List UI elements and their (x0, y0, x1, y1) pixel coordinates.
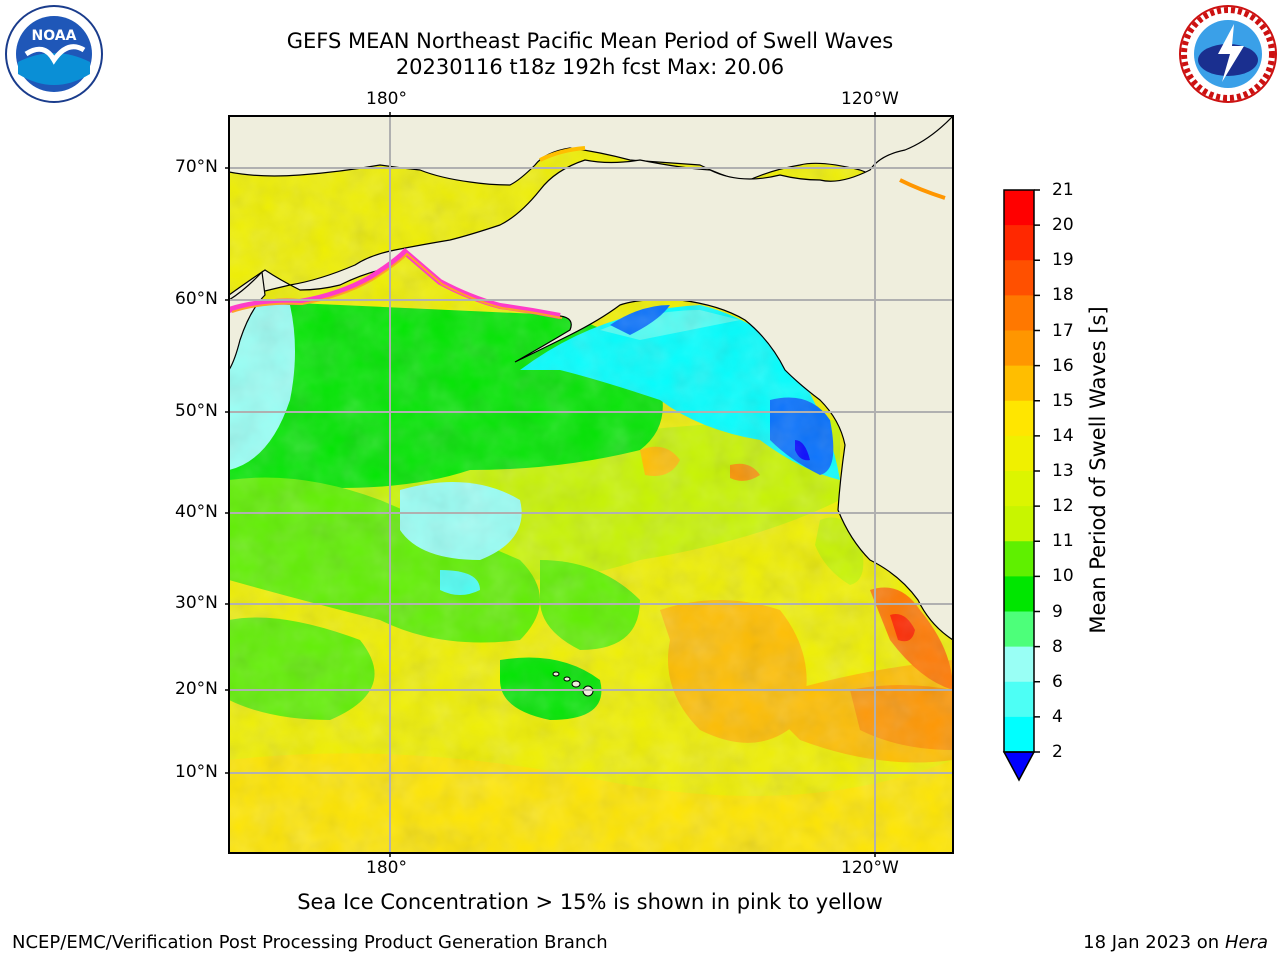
colorbar-tick-label: 10 (1052, 566, 1074, 587)
lat-label-30n: 30°N (175, 593, 218, 613)
colorbar-tick-label: 21 (1052, 180, 1074, 200)
colorbar-tick-label: 12 (1052, 496, 1074, 517)
colorbar-tick-label: 13 (1052, 461, 1074, 481)
lat-label-40n: 40°N (175, 502, 218, 522)
colorbar-segment (1004, 541, 1034, 577)
colorbar-label: Mean Period of Swell Waves [s] (1086, 306, 1110, 634)
colorbar-segment (1004, 576, 1034, 612)
footer-producer: NCEP/EMC/Verification Post Processing Pr… (12, 932, 608, 953)
colorbar-segment (1004, 365, 1034, 402)
colorbar-tick-label: 11 (1052, 531, 1074, 552)
colorbar-segment (1004, 506, 1034, 542)
colorbar-extend-triangle (1002, 751, 1036, 782)
lon-label-bottom-120w: 120°W (841, 858, 899, 878)
colorbar-tick-label: 14 (1052, 425, 1074, 446)
colorbar-segment (1004, 260, 1034, 296)
colorbar-tick-label: 16 (1052, 355, 1074, 376)
colorbar-tick-label: 6 (1052, 671, 1063, 692)
colorbar-tick-label: 17 (1052, 320, 1074, 341)
lat-label-70n: 70°N (175, 157, 218, 177)
footer-date-text: 18 Jan 2023 on (1083, 932, 1225, 953)
lon-label-bottom-180: 180° (366, 858, 407, 878)
lat-label-50n: 50°N (175, 401, 218, 421)
colorbar-segment (1004, 400, 1034, 437)
colorbar-segment (1004, 471, 1034, 507)
colorbar-segment (1004, 646, 1034, 683)
colorbar-tick-label: 4 (1052, 706, 1063, 727)
colorbar-tick-label: 20 (1052, 215, 1074, 236)
lat-label-60n: 60°N (175, 289, 218, 309)
lat-label-20n: 20°N (175, 679, 218, 699)
chart-title: GEFS MEAN Northeast Pacific Mean Period … (286, 29, 894, 53)
colorbar-segment (1004, 716, 1034, 753)
national-weather-service-logo-icon (1179, 5, 1277, 103)
colorbar-segment (1004, 611, 1034, 648)
lon-label-top-120w: 120°W (841, 89, 899, 109)
lat-label-10n: 10°N (175, 762, 218, 782)
colorbar-tick-label: 19 (1052, 250, 1074, 271)
footer-host: Hera (1224, 932, 1268, 953)
colorbar-tick-label: 9 (1052, 601, 1063, 622)
colorbar-segment (1004, 681, 1034, 718)
map-gridlines (229, 116, 953, 853)
colorbar (1002, 189, 1040, 782)
colorbar-segment (1004, 295, 1034, 331)
colorbar-segment (1004, 435, 1034, 472)
kamchatka-land (229, 270, 266, 372)
colorbar-segment (1004, 190, 1034, 226)
footer-date: 18 Jan 2023 on Hera (1083, 932, 1268, 953)
colorbar-tick-label: 18 (1052, 285, 1074, 306)
colorbar-segment (1004, 330, 1034, 367)
map-frame (228, 115, 954, 854)
colorbar-tick-label: 2 (1052, 742, 1063, 762)
colorbar-tick-label: 15 (1052, 390, 1074, 411)
hawaii-islands (552, 671, 594, 697)
chart-subtitle: 20230116 t18z 192h fcst Max: 20.06 (395, 55, 785, 79)
lon-label-top-180: 180° (366, 89, 407, 109)
sea-ice-note: Sea Ice Concentration > 15% is shown in … (297, 890, 883, 914)
colorbar-tick-label: 8 (1052, 636, 1063, 657)
noaa-logo-icon: NOAA (5, 5, 103, 103)
noaa-logo-text: NOAA (32, 28, 77, 44)
colorbar-segment (1004, 225, 1034, 261)
